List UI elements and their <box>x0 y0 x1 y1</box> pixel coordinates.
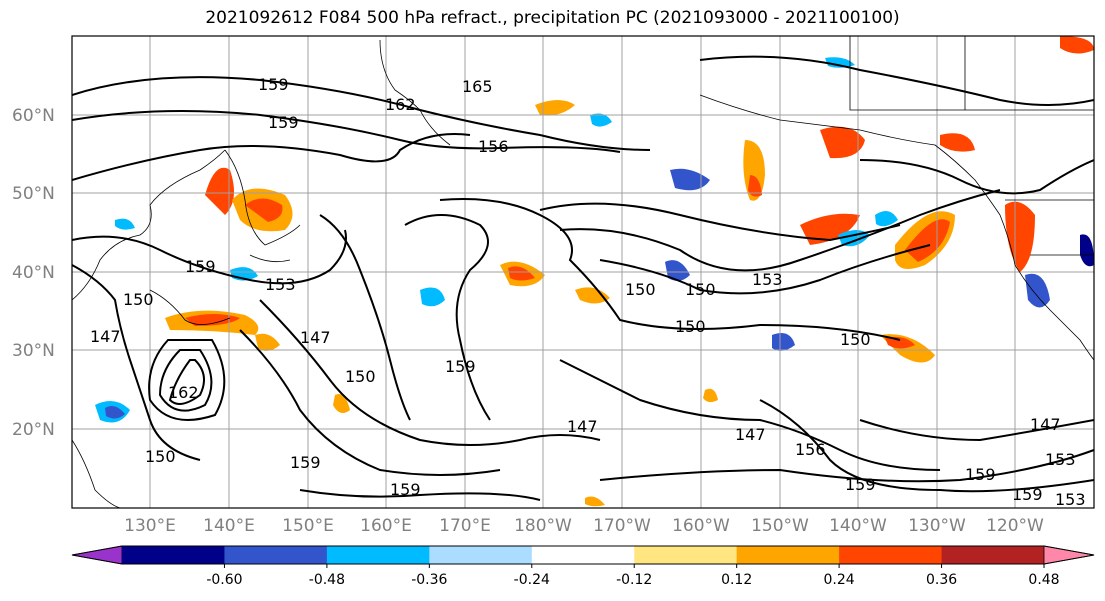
colorbar-tick-label: 0.24 <box>824 572 855 588</box>
contour-label: 147 <box>567 417 598 436</box>
contour-label: 162 <box>385 95 416 114</box>
lat-label: 40°N <box>12 263 55 283</box>
coastlines <box>72 36 1094 508</box>
contour-label: 153 <box>265 275 296 294</box>
colorbar-segment <box>634 546 738 564</box>
colorbar-tick-label: 0.12 <box>721 572 752 588</box>
map-title: 2021092612 F084 500 hPa refract., precip… <box>205 8 900 28</box>
contour-label: 153 <box>1055 490 1086 509</box>
contour-label: 153 <box>752 270 783 289</box>
lon-label: 120°W <box>986 516 1044 536</box>
colorbar-tick-label: -0.48 <box>309 572 345 588</box>
latitude-labels: 60°N 50°N 40°N 30°N 20°N <box>12 106 55 440</box>
contour-labels: 159 165 162 159 156 153 159 150 147 162 … <box>90 75 1086 509</box>
colorbar-segment <box>429 546 533 564</box>
contour-label: 147 <box>1030 415 1061 434</box>
contour-label: 156 <box>795 440 826 459</box>
contour-label: 147 <box>735 425 766 444</box>
colorbar-tick-label: -0.12 <box>616 572 652 588</box>
contour-label: 150 <box>675 317 706 336</box>
colorbar-tick-label: -0.36 <box>411 572 447 588</box>
contour-label: 150 <box>123 290 154 309</box>
contour-label: 162 <box>168 383 199 402</box>
contour-label: 159 <box>268 113 299 132</box>
graticule <box>72 36 1094 508</box>
lon-label: 140°E <box>203 516 255 536</box>
colorbar-outline <box>71 545 1095 565</box>
colorbar-tick-label: 0.48 <box>1028 572 1059 588</box>
colorbar-tick-label: 0.36 <box>926 572 957 588</box>
colorbar-tick-label: -0.60 <box>206 572 242 588</box>
precipitation-shading <box>95 36 1094 507</box>
lon-label: 150°W <box>751 516 809 536</box>
lon-label: 150°E <box>282 516 334 536</box>
contour-label: 156 <box>478 137 509 156</box>
colorbar-extend-high <box>1043 545 1095 565</box>
contour-label: 153 <box>1045 450 1076 469</box>
colorbar-tick-label: -0.24 <box>514 572 550 588</box>
colorbar-segment <box>326 546 430 564</box>
contour-label: 159 <box>845 475 876 494</box>
contour-label: 147 <box>90 327 121 346</box>
lon-label: 170°E <box>439 516 491 536</box>
colorbar-segment <box>839 546 943 564</box>
lat-label: 20°N <box>12 420 55 440</box>
colorbar-segment <box>941 546 1045 564</box>
contour-label: 159 <box>258 75 289 94</box>
colorbar-extend-low <box>71 545 123 565</box>
contour-label: 150 <box>840 330 871 349</box>
lon-label: 180°W <box>514 516 572 536</box>
contour-label: 159 <box>390 480 421 499</box>
contour-label: 150 <box>685 280 716 299</box>
contour-label: 159 <box>1012 485 1043 504</box>
colorbar: -0.60 -0.48 -0.36 -0.24 -0.12 0.12 0.24 0.36 0.4… <box>71 545 1095 588</box>
lon-label: 130°W <box>908 516 966 536</box>
contour-label: 147 <box>300 328 331 347</box>
colorbar-segment <box>531 546 635 564</box>
lat-label: 30°N <box>12 341 55 361</box>
contour-label: 159 <box>290 453 321 472</box>
lon-label: 130°E <box>124 516 176 536</box>
contour-label: 159 <box>185 257 216 276</box>
lon-label: 160°E <box>360 516 412 536</box>
lon-label: 170°W <box>593 516 651 536</box>
contour-label: 150 <box>625 280 656 299</box>
contour-label: 150 <box>345 367 376 386</box>
longitude-labels: 130°E 140°E 150°E 160°E 170°E 180°W 170°… <box>124 516 1044 536</box>
lat-label: 60°N <box>12 106 55 126</box>
colorbar-segment <box>122 546 225 564</box>
contour-label: 159 <box>445 357 476 376</box>
contour-label: 165 <box>462 77 493 96</box>
lon-label: 160°W <box>672 516 730 536</box>
contour-label: 150 <box>145 447 176 466</box>
refractivity-contours <box>72 55 1094 501</box>
contour-label: 159 <box>965 465 996 484</box>
colorbar-segment <box>224 546 328 564</box>
lon-label: 140°W <box>829 516 887 536</box>
lat-label: 50°N <box>12 184 55 204</box>
colorbar-segment <box>736 546 840 564</box>
map-frame <box>71 35 1095 509</box>
